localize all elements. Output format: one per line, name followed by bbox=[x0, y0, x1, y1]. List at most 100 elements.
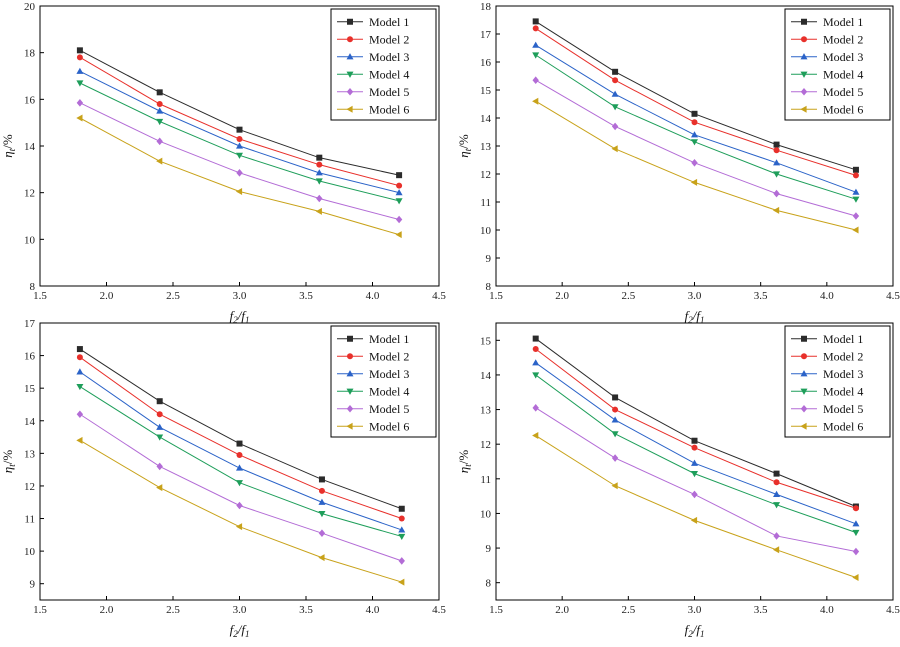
legend-label-model-2: Model 2 bbox=[823, 32, 863, 46]
data-point-model-1 bbox=[773, 470, 780, 477]
legend-box bbox=[330, 8, 437, 121]
y-tick-label: 9 bbox=[486, 253, 492, 265]
legend-label-model-1: Model 1 bbox=[823, 332, 863, 346]
data-point-model-2 bbox=[773, 147, 780, 154]
data-point-model-3 bbox=[611, 90, 619, 97]
data-point-model-1 bbox=[236, 440, 243, 447]
data-point-model-2 bbox=[156, 101, 163, 107]
data-point-model-4 bbox=[611, 104, 619, 111]
y-tick-label: 10 bbox=[24, 234, 36, 246]
legend-marker-model-5 bbox=[800, 87, 808, 96]
y-tick-label: 12 bbox=[24, 188, 35, 200]
data-point-model-6 bbox=[532, 97, 539, 105]
data-point-model-4 bbox=[773, 171, 781, 178]
x-tick-label: 2.0 bbox=[555, 290, 569, 302]
y-axis-label: ηt/% bbox=[456, 450, 473, 474]
legend-marker-model-4 bbox=[346, 388, 354, 395]
y-tick-label: 10 bbox=[480, 225, 492, 237]
legend-label-model-5: Model 5 bbox=[823, 402, 863, 416]
y-tick-label: 16 bbox=[480, 57, 492, 69]
legend-marker-model-2 bbox=[801, 353, 807, 360]
data-point-model-1 bbox=[532, 18, 539, 25]
x-tick-label: 3.0 bbox=[233, 604, 247, 616]
data-point-model-1 bbox=[236, 126, 243, 133]
data-point-model-4 bbox=[398, 533, 406, 541]
legend-label-model-3: Model 3 bbox=[823, 50, 863, 64]
y-tick-label: 12 bbox=[480, 439, 491, 451]
data-point-model-3 bbox=[691, 459, 698, 466]
legend-marker-model-3 bbox=[800, 370, 808, 377]
legend-label-model-5: Model 5 bbox=[823, 85, 863, 99]
legend-marker-model-1 bbox=[347, 335, 353, 342]
legend: Model 1 Model 2 Model 3 Model 4 Model 5 Model… bbox=[330, 325, 437, 438]
data-point-model-3 bbox=[852, 188, 860, 195]
legend-label-model-4: Model 4 bbox=[369, 67, 409, 81]
y-tick-label: 11 bbox=[480, 474, 491, 486]
legend-marker-model-2 bbox=[801, 36, 807, 43]
y-tick-label: 8 bbox=[486, 281, 492, 293]
x-tick-label: 1.5 bbox=[489, 290, 503, 302]
y-tick-label: 14 bbox=[480, 113, 492, 125]
data-point-model-2 bbox=[398, 515, 405, 522]
y-tick-label: 15 bbox=[24, 383, 36, 395]
y-axis-label: ηt/% bbox=[0, 134, 17, 158]
data-point-model-6 bbox=[772, 206, 780, 214]
y-tick-label: 8 bbox=[486, 578, 492, 590]
data-point-model-3 bbox=[611, 416, 619, 423]
legend-label-model-6: Model 6 bbox=[369, 102, 409, 116]
legend-label-model-6: Model 6 bbox=[823, 419, 863, 433]
chart-panel-top-left: 1.5 2.0 2.5 3.0 3.5 4.0 4.5 8 10 12 14 16 18 20 f2/f1 η… bbox=[0, 1, 446, 325]
legend-label-model-1: Model 1 bbox=[369, 332, 409, 346]
data-point-model-6 bbox=[318, 554, 325, 562]
data-point-model-1 bbox=[612, 394, 619, 401]
y-tick-label: 16 bbox=[24, 351, 36, 363]
data-point-model-2 bbox=[236, 136, 243, 142]
x-tick-label: 4.5 bbox=[432, 290, 446, 302]
data-point-model-6 bbox=[76, 436, 83, 444]
y-tick-label: 11 bbox=[24, 514, 35, 526]
data-point-model-3 bbox=[76, 67, 84, 74]
data-point-model-6 bbox=[852, 573, 859, 581]
data-point-model-5 bbox=[318, 529, 326, 537]
data-point-model-5 bbox=[316, 194, 323, 203]
y-axis-label: ηt/% bbox=[456, 134, 473, 158]
legend-label-model-4: Model 4 bbox=[369, 384, 409, 398]
data-point-model-4 bbox=[156, 118, 164, 126]
legend-marker-model-1 bbox=[347, 18, 353, 25]
data-point-model-6 bbox=[772, 546, 780, 554]
x-tick-label: 4.5 bbox=[432, 604, 446, 616]
legend-label-model-6: Model 6 bbox=[823, 102, 863, 116]
data-point-model-4 bbox=[236, 152, 243, 159]
legend-label-model-2: Model 2 bbox=[369, 32, 409, 46]
data-point-model-3 bbox=[532, 359, 540, 366]
data-point-model-1 bbox=[76, 47, 83, 54]
data-point-model-2 bbox=[396, 182, 403, 189]
data-point-model-1 bbox=[691, 110, 698, 117]
data-point-model-1 bbox=[76, 346, 83, 353]
legend-box bbox=[784, 325, 891, 438]
data-point-model-4 bbox=[318, 511, 326, 518]
y-tick-label: 9 bbox=[30, 579, 36, 591]
data-point-model-6 bbox=[395, 231, 402, 239]
legend-label-model-5: Model 5 bbox=[369, 85, 409, 99]
data-point-model-4 bbox=[76, 80, 84, 87]
legend-box bbox=[784, 8, 891, 121]
data-point-model-3 bbox=[395, 189, 403, 196]
y-tick-label: 14 bbox=[24, 141, 36, 153]
data-point-model-3 bbox=[773, 159, 781, 166]
x-tick-label: 2.0 bbox=[100, 604, 114, 616]
data-point-model-1 bbox=[398, 505, 405, 512]
data-point-model-4 bbox=[315, 178, 323, 185]
data-point-model-2 bbox=[691, 119, 698, 126]
chart-panel-bottom-right: 1.5 2.0 2.5 3.0 3.5 4.0 4.5 8 9 10 11 12 13 14 15 f2/f1… bbox=[456, 322, 900, 639]
data-point-model-5 bbox=[76, 410, 84, 419]
x-tick-label: 2.5 bbox=[621, 290, 635, 302]
x-tick-label: 2.5 bbox=[166, 290, 180, 302]
data-point-model-5 bbox=[691, 490, 698, 499]
legend-marker-model-1 bbox=[801, 335, 807, 342]
data-point-model-3 bbox=[532, 41, 540, 48]
x-tick-label: 3.5 bbox=[299, 290, 313, 302]
y-axis-label: ηt/% bbox=[0, 450, 17, 474]
data-point-model-4 bbox=[532, 52, 540, 59]
x-tick-label: 4.5 bbox=[886, 290, 900, 302]
